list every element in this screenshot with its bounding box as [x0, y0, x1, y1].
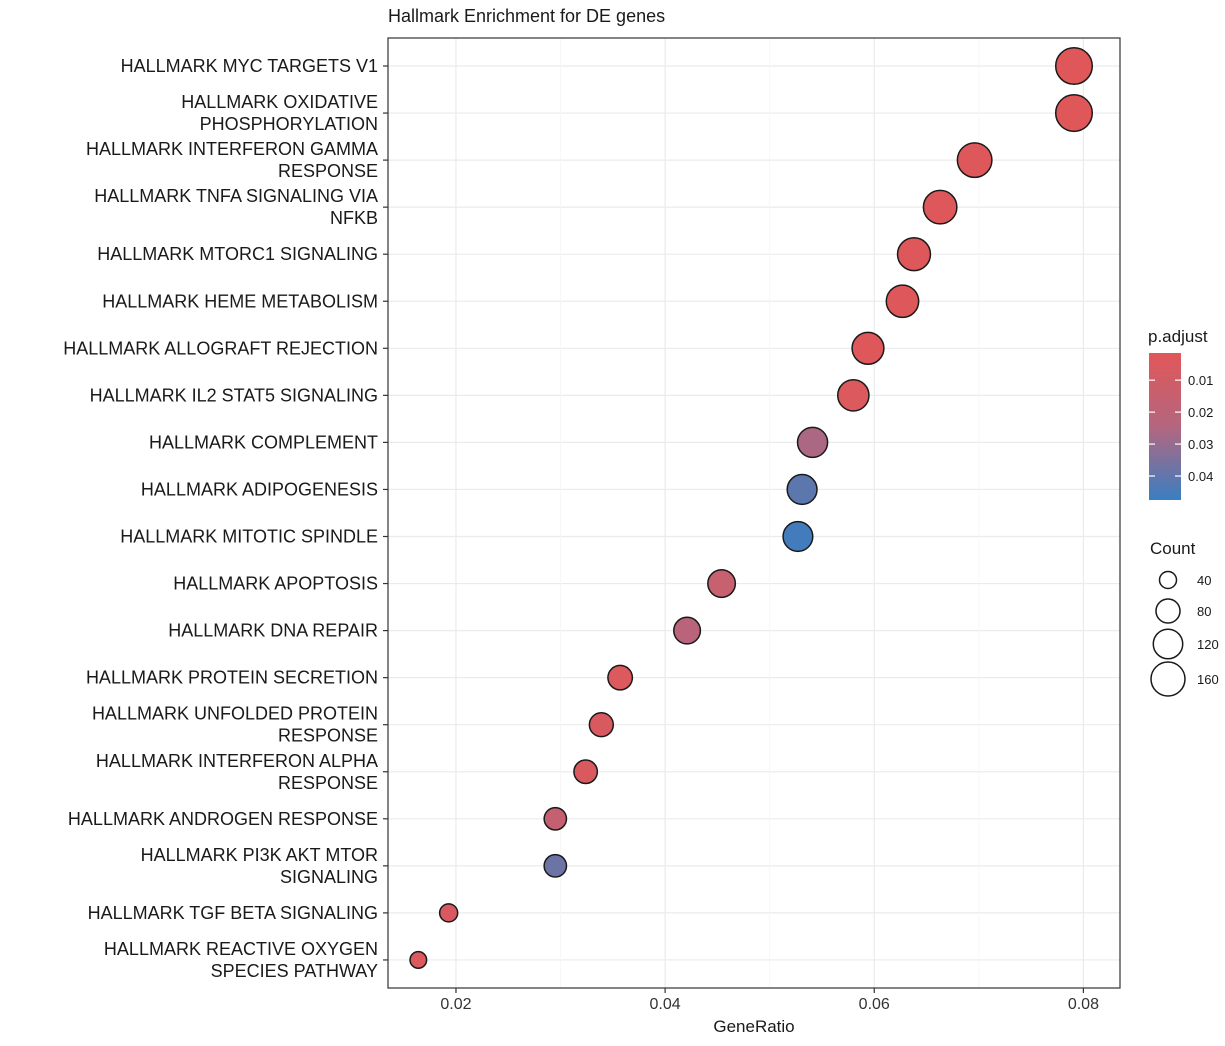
y-tick-label: HALLMARK OXIDATIVE PHOSPHORYLATION	[181, 92, 378, 134]
y-tick-label: HALLMARK ADIPOGENESIS	[141, 479, 378, 499]
y-tick-label: HALLMARK PI3K AKT MTOR SIGNALING	[141, 845, 378, 887]
y-tick-label-line: HALLMARK INTERFERON GAMMA	[86, 139, 378, 159]
y-tick-label: HALLMARK HEME METABOLISM	[102, 291, 378, 311]
color-tick-label: 0.03	[1188, 437, 1213, 452]
y-tick-label-line: RESPONSE	[278, 773, 378, 793]
y-tick-label: HALLMARK ANDROGEN RESPONSE	[68, 809, 378, 829]
data-point	[588, 712, 615, 738]
y-tick-label-line: HALLMARK MTORC1 SIGNALING	[97, 244, 378, 264]
data-point	[409, 950, 428, 969]
y-tick-label-line: RESPONSE	[278, 161, 378, 181]
data-point	[782, 520, 814, 553]
size-legend-label: 160	[1197, 672, 1219, 687]
y-tick-label: HALLMARK REACTIVE OXYGEN SPECIES PATHWAY	[104, 939, 378, 981]
data-points	[409, 46, 1094, 969]
y-tick-label-line: RESPONSE	[278, 726, 378, 746]
y-tick-label: HALLMARK TNFA SIGNALING VIA NFKB	[94, 186, 378, 228]
x-axis: 0.02 0.04 0.06 0.08	[440, 988, 1099, 1013]
size-legend-label: 40	[1197, 573, 1211, 588]
y-tick-label: HALLMARK TGF BETA SIGNALING	[88, 903, 378, 923]
y-tick-label-line: HALLMARK OXIDATIVE	[181, 92, 378, 112]
y-tick-label: HALLMARK MYC TARGETS V1	[121, 56, 378, 76]
x-tick-label: 0.06	[859, 996, 890, 1013]
color-tick-label: 0.02	[1188, 405, 1213, 420]
data-point	[707, 569, 737, 599]
x-tick-label: 0.08	[1068, 996, 1099, 1013]
size-legend-label: 120	[1197, 637, 1219, 652]
plot-border	[387, 37, 1121, 989]
y-tick-label-line: PHOSPHORYLATION	[200, 114, 378, 134]
color-tick-label: 0.01	[1188, 373, 1213, 388]
data-point	[543, 806, 568, 831]
y-tick-label-line: SPECIES PATHWAY	[211, 961, 378, 981]
data-point	[885, 284, 920, 319]
size-legend-key	[1150, 661, 1186, 697]
size-legend-label: 80	[1197, 604, 1211, 619]
y-tick-label: HALLMARK INTERFERON GAMMA RESPONSE	[86, 139, 378, 181]
color-scale-ticks: 0.01 0.02 0.03 0.04	[1149, 373, 1213, 484]
data-point	[438, 903, 459, 923]
data-point	[836, 378, 870, 412]
data-point	[543, 853, 568, 878]
y-tick-label-line: HALLMARK ANDROGEN RESPONSE	[68, 809, 378, 829]
y-tick-label: HALLMARK PROTEIN SECRETION	[86, 668, 378, 688]
y-tick-label-line: HALLMARK APOPTOSIS	[173, 574, 378, 594]
x-axis-title: GeneRatio	[713, 1017, 794, 1036]
y-tick-label-line: SIGNALING	[280, 867, 378, 887]
y-tick-label-line: HALLMARK TNFA SIGNALING VIA	[94, 186, 378, 206]
y-tick-label-line: HALLMARK IL2 STAT5 SIGNALING	[90, 385, 378, 405]
y-tick-label-line: HALLMARK TGF BETA SIGNALING	[88, 903, 378, 923]
plot-panel	[388, 38, 1120, 988]
data-point	[1054, 46, 1094, 86]
x-tick-label: 0.02	[440, 996, 471, 1013]
y-tick-label-line: HALLMARK DNA REPAIR	[168, 621, 378, 641]
y-tick-label-line: HALLMARK COMPLEMENT	[149, 432, 378, 452]
y-tick-label-line: HALLMARK PI3K AKT MTOR	[141, 845, 378, 865]
y-tick-label-line: HALLMARK MYC TARGETS V1	[121, 56, 378, 76]
y-tick-label-line: NFKB	[330, 208, 378, 228]
y-tick-label-line: HALLMARK ALLOGRAFT REJECTION	[63, 338, 378, 358]
y-tick-label: HALLMARK UNFOLDED PROTEIN RESPONSE	[92, 704, 378, 746]
size-legend-keys: 40 80 120 160	[1150, 570, 1219, 697]
y-tick-label: HALLMARK DNA REPAIR	[168, 621, 378, 641]
y-tick-label-line: HALLMARK HEME METABOLISM	[102, 291, 378, 311]
legend: p.adjust 0.01 0.02 0.03 0.04 Count 40 80 120 1…	[1148, 327, 1219, 697]
y-tick-label: HALLMARK COMPLEMENT	[149, 432, 378, 452]
color-scale-bar	[1149, 353, 1181, 500]
data-point	[956, 142, 993, 179]
y-tick-label-line: HALLMARK REACTIVE OXYGEN	[104, 939, 378, 959]
size-legend-title: Count	[1150, 539, 1196, 558]
data-point	[607, 664, 634, 691]
data-point	[786, 473, 818, 506]
data-point	[896, 236, 932, 272]
chart-title: Hallmark Enrichment for DE genes	[388, 6, 665, 26]
data-point	[851, 331, 885, 365]
y-axis: HALLMARK MYC TARGETS V1 HALLMARK OXIDATIV…	[63, 56, 388, 981]
y-tick-label: HALLMARK MTORC1 SIGNALING	[97, 244, 378, 264]
y-tick-label-line: HALLMARK UNFOLDED PROTEIN	[92, 704, 378, 724]
y-tick-label-line: HALLMARK MITOTIC SPINDLE	[120, 527, 378, 547]
data-point	[1054, 94, 1094, 133]
y-tick-label-line: HALLMARK ADIPOGENESIS	[141, 479, 378, 499]
data-point	[922, 189, 958, 225]
data-point	[673, 616, 702, 645]
color-legend-title: p.adjust	[1148, 327, 1208, 346]
color-tick-label: 0.04	[1188, 469, 1213, 484]
y-tick-label: HALLMARK APOPTOSIS	[173, 574, 378, 594]
size-legend-key	[1158, 570, 1178, 590]
size-legend-key	[1152, 628, 1184, 660]
y-tick-label-line: HALLMARK PROTEIN SECRETION	[86, 668, 378, 688]
data-point	[796, 426, 829, 459]
x-tick-label: 0.04	[650, 996, 681, 1013]
y-tick-label: HALLMARK MITOTIC SPINDLE	[120, 527, 378, 547]
data-point	[573, 759, 599, 785]
y-tick-label: HALLMARK IL2 STAT5 SIGNALING	[90, 385, 378, 405]
grid-lines	[388, 38, 1120, 988]
y-tick-label: HALLMARK INTERFERON ALPHA RESPONSE	[96, 751, 378, 793]
size-legend-key	[1155, 598, 1181, 624]
y-tick-label: HALLMARK ALLOGRAFT REJECTION	[63, 338, 378, 358]
y-tick-label-line: HALLMARK INTERFERON ALPHA	[96, 751, 378, 771]
